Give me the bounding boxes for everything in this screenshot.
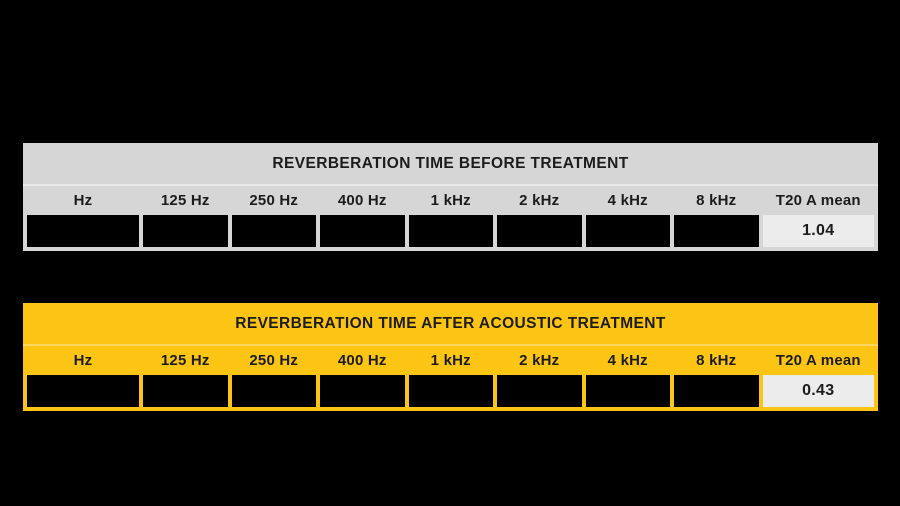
column-header-2khz: 2 kHz xyxy=(519,352,560,369)
mean-value-cell: 1.04 xyxy=(762,215,874,247)
reverb-table-after: REVERBERATION TIME AFTER ACOUSTIC TREATM… xyxy=(23,303,878,411)
data-cell-4khz xyxy=(585,375,670,407)
column-header-4khz: 4 kHz xyxy=(607,192,648,209)
mean-value-cell: 0.43 xyxy=(762,375,874,407)
data-cell-250hz xyxy=(231,215,316,247)
column-header-250hz: 250 Hz xyxy=(249,192,299,209)
column-header-8khz: 8 kHz xyxy=(696,192,737,209)
data-cell-2khz xyxy=(497,375,582,407)
data-cell-4khz xyxy=(585,215,670,247)
divider-line xyxy=(23,184,878,186)
column-header-400hz: 400 Hz xyxy=(337,192,387,209)
column-header-hz: Hz xyxy=(73,352,93,369)
column-header-t20-mean: T20 A mean xyxy=(775,192,861,209)
column-header-125hz: 125 Hz xyxy=(160,352,210,369)
column-header-4khz: 4 kHz xyxy=(607,352,648,369)
data-row: 0.43 xyxy=(23,375,878,411)
data-cell-125hz xyxy=(143,375,228,407)
table-title-text: REVERBERATION TIME AFTER ACOUSTIC TREATM… xyxy=(235,314,666,332)
divider-line xyxy=(23,344,878,346)
column-header-1khz: 1 kHz xyxy=(430,352,471,369)
data-cell-hz xyxy=(27,215,139,247)
data-row: 1.04 xyxy=(23,215,878,251)
data-cell-1khz xyxy=(408,215,493,247)
column-header-1khz: 1 kHz xyxy=(430,192,471,209)
column-header-t20-mean: T20 A mean xyxy=(775,352,861,369)
column-header-row: Hz 125 Hz 250 Hz 400 Hz 1 kHz 2 kHz 4 kH… xyxy=(23,186,878,215)
table-title-before: REVERBERATION TIME BEFORE TREATMENT xyxy=(23,143,878,184)
data-cell-125hz xyxy=(143,215,228,247)
data-cell-8khz xyxy=(674,375,759,407)
column-header-250hz: 250 Hz xyxy=(249,352,299,369)
data-cell-400hz xyxy=(320,375,405,407)
column-header-8khz: 8 kHz xyxy=(696,352,737,369)
data-cell-250hz xyxy=(231,375,316,407)
column-header-2khz: 2 kHz xyxy=(519,192,560,209)
reverb-table-before: REVERBERATION TIME BEFORE TREATMENT Hz 1… xyxy=(23,143,878,251)
table-title-after: REVERBERATION TIME AFTER ACOUSTIC TREATM… xyxy=(23,303,878,344)
data-cell-400hz xyxy=(320,215,405,247)
data-cell-1khz xyxy=(408,375,493,407)
column-header-hz: Hz xyxy=(73,192,93,209)
data-cell-8khz xyxy=(674,215,759,247)
data-cell-hz xyxy=(27,375,139,407)
column-header-row: Hz 125 Hz 250 Hz 400 Hz 1 kHz 2 kHz 4 kH… xyxy=(23,346,878,375)
column-header-400hz: 400 Hz xyxy=(337,352,387,369)
table-title-text: REVERBERATION TIME BEFORE TREATMENT xyxy=(272,154,629,172)
column-header-125hz: 125 Hz xyxy=(160,192,210,209)
data-cell-2khz xyxy=(497,215,582,247)
